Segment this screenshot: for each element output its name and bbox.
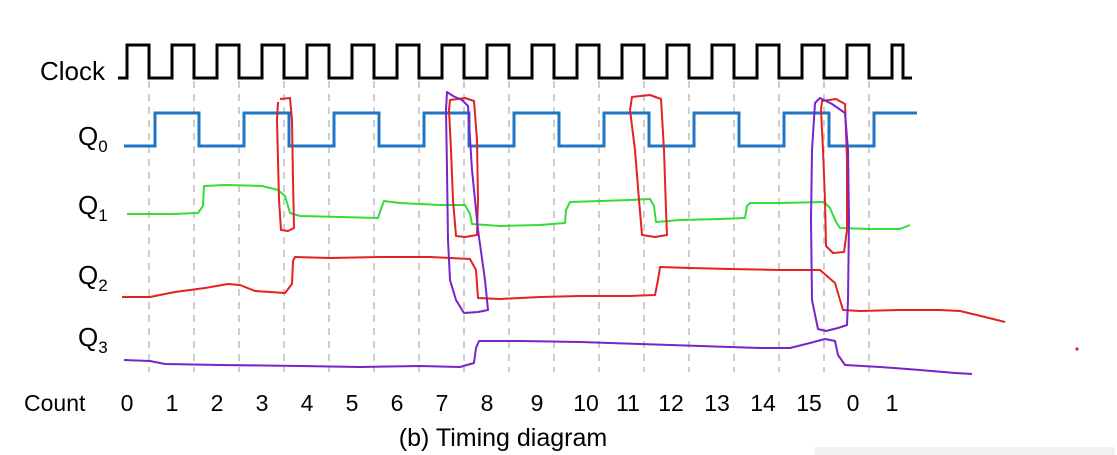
count-value: 14 xyxy=(750,390,776,416)
label-q1: Q1 xyxy=(78,190,108,225)
annotation-red-loops xyxy=(276,94,848,254)
annotation-loop xyxy=(276,97,295,232)
count-value: 10 xyxy=(573,390,599,416)
count-label: Count xyxy=(24,390,86,416)
count-value: 13 xyxy=(704,390,730,416)
label-clock: Clock xyxy=(40,56,106,86)
count-value: 9 xyxy=(531,390,544,416)
label-q0: Q0 xyxy=(78,121,108,156)
q0-waveform xyxy=(124,111,917,148)
annotation-loop xyxy=(445,91,489,314)
q3-waveform xyxy=(123,338,973,375)
clock-waveform xyxy=(118,43,912,80)
diagram-caption: (b) Timing diagram xyxy=(399,424,607,452)
label-q3: Q3 xyxy=(78,322,108,357)
annotation-purple-loops xyxy=(445,91,850,332)
count-value: 8 xyxy=(481,390,494,416)
label-q2: Q2 xyxy=(78,260,108,295)
count-value: 6 xyxy=(391,390,404,416)
annotation-loop xyxy=(810,97,850,332)
grid-lines xyxy=(148,68,870,372)
count-value: 7 xyxy=(436,390,449,416)
q1-waveform xyxy=(127,184,911,230)
signal-labels: Clock Q0 Q1 Q2 Q3 xyxy=(40,56,108,357)
count-value: 2 xyxy=(211,390,224,416)
count-value: 12 xyxy=(658,390,684,416)
count-value: 1 xyxy=(166,390,179,416)
annotation-loop xyxy=(629,94,668,238)
cropped-watermark xyxy=(815,447,1115,455)
count-row: Count 0 1 2 3 4 5 6 7 8 9 10 11 12 13 14… xyxy=(24,390,898,416)
count-value: 3 xyxy=(256,390,269,416)
stray-dot xyxy=(1075,347,1079,351)
annotation-loop xyxy=(448,97,479,238)
count-value: 0 xyxy=(121,390,134,416)
count-value: 4 xyxy=(301,390,314,416)
q2-waveform xyxy=(122,256,1006,323)
count-value: 5 xyxy=(346,390,359,416)
count-value: 15 xyxy=(796,390,822,416)
count-value: 0 xyxy=(847,390,860,416)
count-value: 11 xyxy=(616,390,640,416)
annotation-loop xyxy=(820,98,848,254)
count-value: 1 xyxy=(886,390,899,416)
